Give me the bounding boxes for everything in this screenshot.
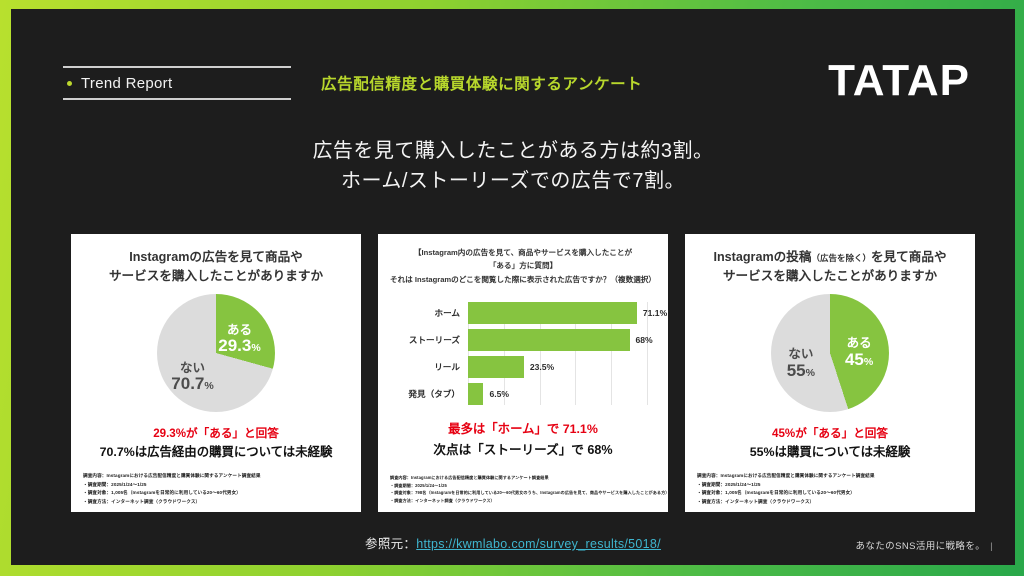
chart-card-row: Instagramの広告を見て商品や サービスを購入したことがありますか ある … xyxy=(11,234,1015,519)
card-3-conclusion-black: 55%は購買については未経験 xyxy=(749,445,911,460)
eyebrow-block: Trend Report xyxy=(63,66,291,100)
pie-3-have-value: 45% xyxy=(844,349,874,369)
pie-3-label-have: ある 45% xyxy=(845,337,873,369)
slide-header: Trend Report 広告配信精度と購買体験に関するアンケート TATAP xyxy=(11,9,1015,129)
pie-1-label-have: ある 29.3% xyxy=(218,322,261,356)
source-label: 参照元： xyxy=(365,537,417,551)
slide-canvas: Trend Report 広告配信精度と購買体験に関するアンケート TATAP … xyxy=(11,9,1015,565)
bar-track: 23.5% xyxy=(468,355,658,378)
bar-category-label: リール xyxy=(434,361,460,372)
bar-value-label: 71.1% xyxy=(642,307,668,318)
card-1-title: Instagramの広告を見て商品や サービスを購入したことがありますか xyxy=(71,234,361,286)
card-3-note: 調査内容：Instagramにおける広告配信精度と購買体験に関するアンケート調査… xyxy=(697,473,875,479)
card-3-note: ・調査方法：インターネット調査（クラウドワークス） xyxy=(697,498,815,504)
card-2-conclusion-red: 最多は「ホーム」で 71.1% xyxy=(448,421,598,436)
source-link[interactable]: https://kwmlabo.com/survey_results/5018/ xyxy=(416,537,661,551)
chart-card-2: 【Instagram内の広告を見て、商品やサービスを購入したことが 「ある」方に… xyxy=(378,234,668,512)
bar-row: 発見（タブ） 6.5% xyxy=(386,382,658,405)
headline-line-2: ホーム/ストーリーズでの広告で7割。 xyxy=(340,170,686,193)
card-3-conclusion: 45%が「ある」と回答 55%は購買については未経験 xyxy=(685,424,975,464)
tagline-text: あなたのSNS活用に戦略を。 xyxy=(855,541,986,552)
bar-category-label: ストーリーズ xyxy=(408,334,460,345)
card-1-conclusion-black: 70.7%は広告経由の購買については未経験 xyxy=(99,445,333,460)
bar-category-label: 発見（タブ） xyxy=(408,388,460,399)
pie-chart-3 xyxy=(771,293,889,412)
card-2-title-line-1: 【Instagram内の広告を見て、商品やサービスを購入したことが xyxy=(413,248,633,257)
card-2-conclusion: 最多は「ホーム」で 71.1% 次点は「ストーリーズ」で 68% xyxy=(378,419,668,460)
bar-value-label: 6.5% xyxy=(489,388,510,399)
bullet-icon xyxy=(67,80,72,86)
pie-1-label-none: ない 70.7% xyxy=(171,360,214,394)
pie-3-label-none: ない 55% xyxy=(787,348,815,380)
card-1-title-line-2: サービスを購入したことがありますか xyxy=(108,268,324,283)
bar-fill xyxy=(468,301,637,324)
divider-top xyxy=(63,66,291,68)
card-3-title: Instagramの投稿（広告を除く）を見て商品や サービスを購入したことがあり… xyxy=(685,234,975,286)
card-3-title-part-a: Instagramの投稿 xyxy=(713,250,812,264)
card-3-title-line-2: サービスを購入したことがありますか xyxy=(722,268,938,283)
card-2-note: ・調査方法：インターネット調査（クラウドワークス） xyxy=(390,497,495,503)
bar-track: 68% xyxy=(468,328,658,351)
pie-1-none-value: 70.7% xyxy=(171,374,214,394)
pie-chart-1-wrap: ある 29.3% ない 70.7% xyxy=(71,293,361,414)
pie-1-have-word: ある xyxy=(226,322,252,337)
bar-row: リール 23.5% xyxy=(386,355,658,378)
card-1-note: ・調査期間：2025/1/24～1/25 xyxy=(83,481,147,487)
brand-logo: TATAP xyxy=(828,56,970,105)
eyebrow-label: Trend Report xyxy=(81,74,173,92)
source-line: 参照元：https://kwmlabo.com/survey_results/5… xyxy=(11,533,1015,552)
bar-fill xyxy=(468,382,484,405)
pie-1-none-word: ない xyxy=(180,360,206,375)
card-3-note: ・調査対象：1,005名（Instagramを日常的に利用している20～60代男… xyxy=(697,490,855,496)
card-3-title-paren: （広告を除く） xyxy=(811,253,871,263)
bar-track: 71.1% xyxy=(468,301,667,324)
card-1-conclusion-red: 29.3%が「ある」と回答 xyxy=(153,426,279,440)
brand-tagline: あなたのSNS活用に戦略を。 | xyxy=(855,538,993,552)
slide-subject: 広告配信精度と購買体験に関するアンケート xyxy=(321,76,643,93)
pie-3-have-word: ある xyxy=(846,336,872,351)
pie-chart-3-wrap: ある 45% ない 55% xyxy=(685,293,975,414)
card-1-notes: 調査内容：Instagramにおける広告配信精度と購買体験に関するアンケート調査… xyxy=(83,472,349,506)
card-3-note: ・調査期間：2025/1/24～1/25 xyxy=(697,481,761,487)
card-3-title-line-1: Instagramの投稿（広告を除く）を見て商品や xyxy=(695,248,965,267)
divider-bottom xyxy=(63,98,291,100)
card-2-title-line-2: 「ある」方に質問】 xyxy=(488,261,558,271)
card-1-conclusion: 29.3%が「ある」と回答 70.7%は広告経由の購買については未経験 xyxy=(71,424,361,464)
chart-card-3: Instagramの投稿（広告を除く）を見て商品や サービスを購入したことがあり… xyxy=(685,234,975,512)
card-1-title-line-1: Instagramの広告を見て商品や xyxy=(129,250,303,264)
card-2-title-line-3: それは Instagramのどこを閲覧した際に表示された広告ですか？（複数選択） xyxy=(390,274,656,284)
card-1-note: 調査内容：Instagramにおける広告配信精度と購買体験に関するアンケート調査… xyxy=(83,473,261,479)
bar-track: 6.5% xyxy=(468,382,658,405)
headline-line-1: 広告を見て購入したことがある方は約3割。 xyxy=(312,140,714,162)
bar-row: ホーム 71.1% xyxy=(386,301,667,324)
card-2-conclusion-black: 次点は「ストーリーズ」で 68% xyxy=(433,442,613,457)
bar-category-label: ホーム xyxy=(434,307,460,318)
pie-3-none-value: 55% xyxy=(786,360,816,380)
card-3-notes: 調査内容：Instagramにおける広告配信精度と購買体験に関するアンケート調査… xyxy=(697,472,963,506)
bar-chart-2: ホーム 71.1% ストーリーズ 68% リール 23.5% 発見（タブ） 6.5% xyxy=(386,301,667,405)
card-2-notes: 調査内容：Instagramにおける広告配信精度と購買体験に関するアンケート調査… xyxy=(390,474,668,504)
card-2-note: ・調査期間：2025/1/24～1/25 xyxy=(390,482,447,488)
eyebrow-row: Trend Report xyxy=(63,68,291,98)
pie-chart-1 xyxy=(157,293,275,412)
card-2-title: 【Instagram内の広告を見て、商品やサービスを購入したことが 「ある」方に… xyxy=(378,234,668,286)
bar-fill xyxy=(468,355,524,378)
card-3-conclusion-red: 45%が「ある」と回答 xyxy=(772,426,888,440)
card-2-note: 調査内容：Instagramにおける広告配信精度と購買体験に関するアンケート調査… xyxy=(390,475,549,481)
card-1-note: ・調査方法：インターネット調査（クラウドワークス） xyxy=(83,498,201,504)
tagline-divider: | xyxy=(990,541,993,552)
bar-value-label: 68% xyxy=(635,334,653,345)
card-3-title-part-b: を見て商品や xyxy=(870,250,947,264)
bar-value-label: 23.5% xyxy=(529,361,555,372)
chart-card-1: Instagramの広告を見て商品や サービスを購入したことがありますか ある … xyxy=(71,234,361,512)
card-2-note: ・調査対象：798名（Instagramを日常的に利用している20～60代男女の… xyxy=(390,490,668,496)
pie-3-none-word: ない xyxy=(788,347,814,362)
bar-fill xyxy=(468,328,630,351)
pie-1-have-value: 29.3% xyxy=(218,336,261,356)
card-1-note: ・調査対象：1,005名（Instagramを日常的に利用している20～60代男… xyxy=(83,490,241,496)
bar-row: ストーリーズ 68% xyxy=(386,328,658,351)
headline: 広告を見て購入したことがある方は約3割。 ホーム/ストーリーズでの広告で7割。 xyxy=(11,136,1015,197)
